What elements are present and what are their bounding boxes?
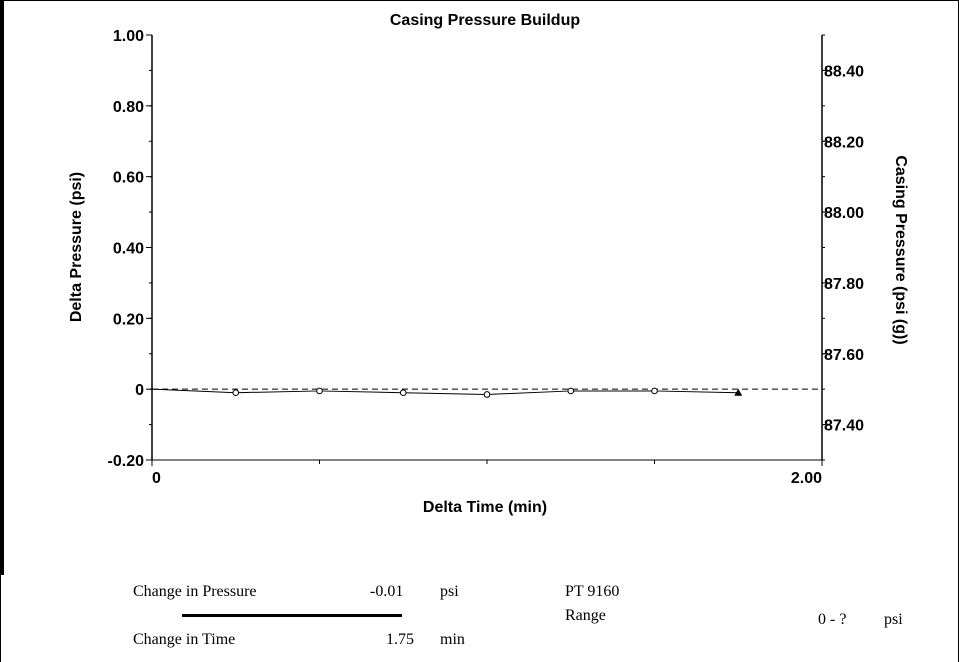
data-point: [483, 391, 491, 398]
y-tick-label: 0.80: [113, 99, 144, 116]
pressure-chart: Casing Pressure Buildup 1.00 0.80 0.60 0.40…: [68, 12, 909, 516]
change-pressure-label: Change in Pressure: [133, 583, 257, 600]
x-ticks: 0 2.00: [151, 460, 823, 487]
y2-tick-label: 87.40: [824, 418, 864, 435]
gauge-name: PT 9160: [565, 583, 620, 600]
series-segment: [319, 390, 404, 394]
change-time-label: Change in Time: [133, 631, 236, 648]
y-tick-label: 0: [135, 382, 144, 399]
last-data-point: [734, 388, 743, 396]
change-time-unit: min: [440, 631, 465, 648]
series-segment: [486, 390, 571, 395]
y-tick-label: -0.20: [108, 453, 145, 470]
y2-tick-label: 87.60: [824, 347, 864, 364]
range-unit: psi: [884, 611, 903, 628]
y-axis-label: Delta Pressure (psi): [68, 172, 85, 322]
chart-title: Casing Pressure Buildup: [390, 12, 580, 29]
y2-tick-label: 88.00: [824, 205, 864, 222]
frame-left-border-lower: [0, 575, 1, 662]
y-tick-label: 0.40: [113, 241, 144, 258]
x-tick-label: 2.00: [791, 470, 822, 487]
y-tick-label: 0.60: [113, 170, 144, 187]
range-value: 0 - ?: [818, 611, 847, 628]
range-label: Range: [565, 607, 606, 624]
series-segment: [403, 392, 488, 395]
series-segment: [151, 388, 236, 394]
data-series: [151, 387, 743, 398]
change-time-value: 1.75: [386, 631, 414, 648]
x-tick-label: 0: [152, 470, 161, 487]
data-point: [399, 389, 407, 397]
fraction-divider: [182, 614, 402, 617]
series-segment: [654, 390, 739, 394]
change-pressure-value: -0.01: [370, 583, 404, 600]
series-segment: [235, 390, 320, 394]
y2-tick-label: 87.80: [824, 276, 864, 293]
y2-tick-label: 88.20: [824, 134, 864, 151]
frame-left-border: [0, 0, 4, 575]
data-point: [567, 387, 575, 395]
y-tick-label: 1.00: [113, 28, 144, 45]
y-ticks-right: 88.40 88.20 88.00 87.80 87.60 87.40: [822, 34, 864, 461]
y2-axis-label: Casing Pressure (psi (g)): [892, 155, 909, 344]
y-ticks-left: 1.00 0.80 0.60 0.40 0.20 0 -0.20: [108, 28, 152, 470]
data-point: [651, 387, 658, 395]
y-tick-label: 0.20: [113, 311, 144, 328]
change-pressure-unit: psi: [440, 583, 459, 600]
y2-tick-label: 88.40: [824, 63, 864, 80]
x-axis-label: Delta Time (min): [423, 499, 547, 516]
data-point: [232, 389, 240, 397]
frame-top-border: [0, 0, 959, 1]
data-point: [316, 387, 323, 395]
